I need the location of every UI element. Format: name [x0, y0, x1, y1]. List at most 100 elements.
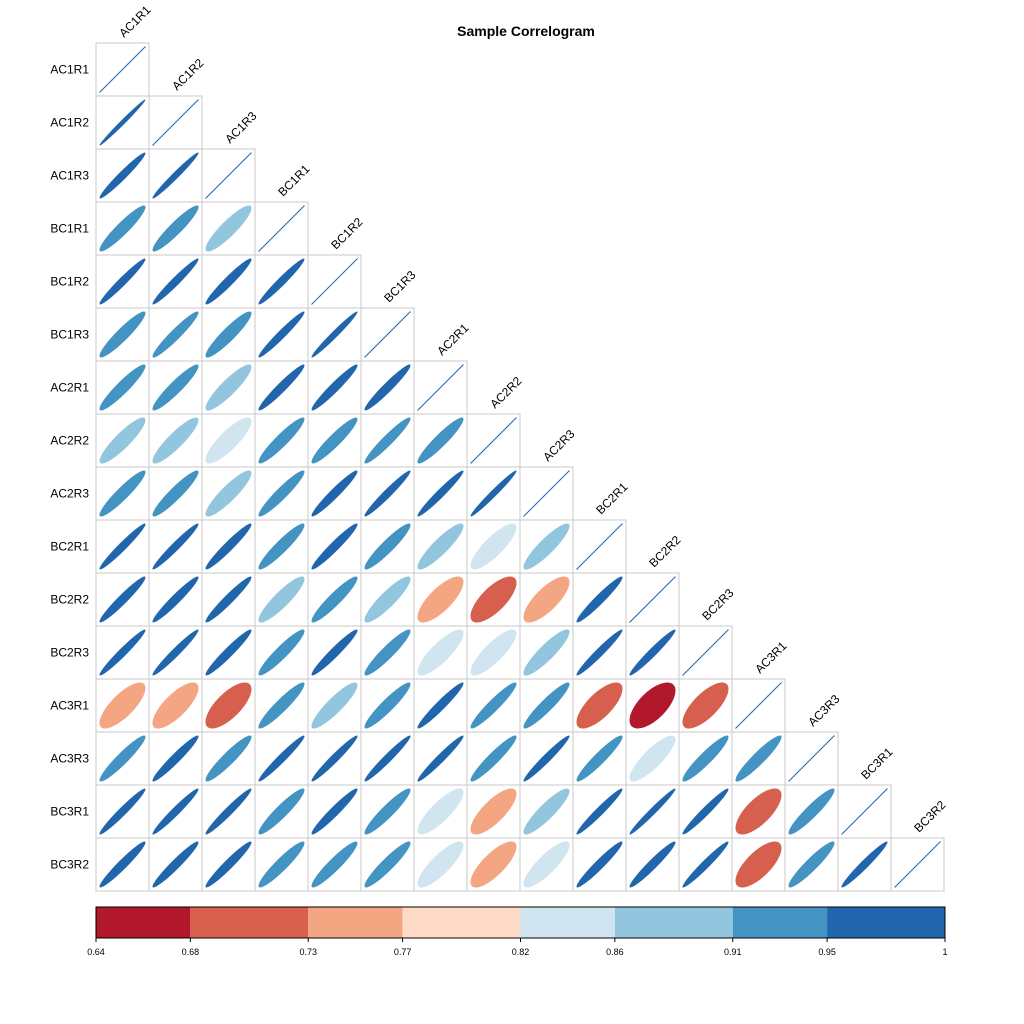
cell-ac3r3-bc2r3 [678, 731, 733, 786]
correlation-ellipse [205, 841, 252, 888]
correlation-ellipse [258, 735, 305, 782]
correlation-ellipse [258, 258, 305, 305]
correlation-ellipse [364, 470, 411, 517]
correlation-ellipse [364, 364, 411, 411]
correlation-ellipse [205, 788, 252, 835]
correlation-ellipse [99, 841, 146, 888]
correlation-ellipse [152, 258, 199, 305]
cell-bc1r3-ac1r2 [148, 307, 203, 362]
correlation-ellipse [152, 523, 199, 570]
chart-title: Sample Correlogram [457, 23, 595, 39]
correlation-ellipse [788, 841, 835, 888]
correlation-ellipse [364, 788, 411, 835]
correlation-ellipse [99, 682, 146, 729]
cell-bc3r1-ac2r1 [413, 784, 468, 839]
row-label-bc1r3: BC1R3 [50, 328, 89, 342]
correlation-ellipse [523, 682, 570, 729]
correlation-ellipse [258, 629, 305, 676]
correlation-ellipse [311, 417, 358, 464]
correlation-ellipse [311, 364, 358, 411]
column-label-ac2r2: AC2R2 [487, 374, 524, 411]
row-label-ac1r2: AC1R2 [50, 116, 89, 130]
cell-bc2r2-ac1r1 [95, 572, 150, 627]
cell-bc3r1-ac3r3 [784, 784, 839, 839]
cell-bc2r3-bc2r1 [572, 625, 627, 680]
cell-ac3r1-ac2r3 [519, 678, 574, 733]
cell-bc1r3-bc1r1 [254, 307, 309, 362]
cell-bc2r1-ac1r2 [148, 519, 203, 574]
row-label-ac1r3: AC1R3 [50, 169, 89, 183]
diagonal-line [788, 735, 835, 782]
cell-ac3r3-ac1r2 [148, 731, 203, 786]
cell-bc2r2-bc2r2 [625, 572, 680, 627]
correlation-ellipse [99, 629, 146, 676]
correlation-ellipse [417, 841, 464, 888]
correlation-ellipse [523, 576, 570, 623]
cell-ac2r1-bc1r1 [254, 360, 309, 415]
color-swatch [402, 907, 521, 938]
row-label-ac2r3: AC2R3 [50, 487, 89, 501]
cell-ac2r3-ac1r1 [95, 466, 150, 521]
cell-ac3r3-ac3r3 [784, 731, 839, 786]
correlation-ellipse [470, 682, 517, 729]
cell-bc2r3-bc1r2 [307, 625, 362, 680]
cell-ac2r2-bc1r3 [360, 413, 415, 468]
correlation-ellipse [523, 629, 570, 676]
column-label-ac1r1: AC1R1 [116, 3, 153, 40]
diagonal-line [470, 417, 517, 464]
correlation-ellipse [99, 364, 146, 411]
correlation-ellipse [152, 629, 199, 676]
cell-bc1r3-ac1r1 [95, 307, 150, 362]
correlation-ellipse [311, 788, 358, 835]
cell-bc3r1-ac1r1 [95, 784, 150, 839]
color-swatch [614, 907, 733, 938]
correlation-ellipse [205, 470, 252, 517]
correlation-ellipse [311, 735, 358, 782]
cell-bc2r3-ac2r2 [466, 625, 521, 680]
column-label-bc3r2: BC3R2 [911, 798, 948, 835]
cell-bc3r2-ac1r1 [95, 837, 150, 892]
cell-ac1r3-ac1r1 [95, 148, 150, 203]
cell-bc3r2-bc1r1 [254, 837, 309, 892]
color-swatch [190, 907, 309, 938]
row-label-bc2r3: BC2R3 [50, 646, 89, 660]
cell-ac3r3-bc1r1 [254, 731, 309, 786]
correlation-ellipse [99, 99, 146, 146]
correlation-ellipse [99, 311, 146, 358]
correlation-ellipse [99, 417, 146, 464]
colorbar-tick-label: 0.82 [512, 947, 530, 957]
correlation-ellipse [523, 523, 570, 570]
column-label-bc1r3: BC1R3 [381, 268, 418, 305]
cell-ac3r1-ac1r1 [95, 678, 150, 733]
correlation-ellipse [311, 629, 358, 676]
correlation-ellipse [258, 841, 305, 888]
color-swatch [520, 907, 615, 938]
color-swatch [732, 907, 828, 938]
cell-ac3r3-ac3r1 [731, 731, 786, 786]
correlation-ellipse [152, 841, 199, 888]
correlation-ellipse [735, 735, 782, 782]
cell-ac3r1-bc1r2 [307, 678, 362, 733]
correlation-ellipse [576, 629, 623, 676]
cell-ac3r3-bc1r3 [360, 731, 415, 786]
correlation-ellipse [470, 788, 517, 835]
correlation-ellipse [417, 682, 464, 729]
colorbar-tick-label: 0.91 [724, 947, 742, 957]
cell-ac2r3-ac1r2 [148, 466, 203, 521]
correlation-ellipse [470, 841, 517, 888]
diagonal-line [682, 629, 729, 676]
cell-bc3r2-ac2r3 [519, 837, 574, 892]
cell-bc2r2-ac1r3 [201, 572, 256, 627]
cell-bc2r3-ac1r3 [201, 625, 256, 680]
cell-bc2r1-bc1r1 [254, 519, 309, 574]
cell-bc2r1-ac2r1 [413, 519, 468, 574]
column-label-bc2r1: BC2R1 [593, 480, 630, 517]
correlation-ellipse [311, 576, 358, 623]
correlation-ellipse [576, 682, 623, 729]
cell-ac2r3-bc1r3 [360, 466, 415, 521]
cell-bc1r2-bc1r1 [254, 254, 309, 309]
correlation-ellipse [152, 576, 199, 623]
colorbar-tick-label: 0.95 [818, 947, 836, 957]
colorbar-tick-label: 1 [942, 947, 947, 957]
cell-bc1r1-ac1r3 [201, 201, 256, 256]
